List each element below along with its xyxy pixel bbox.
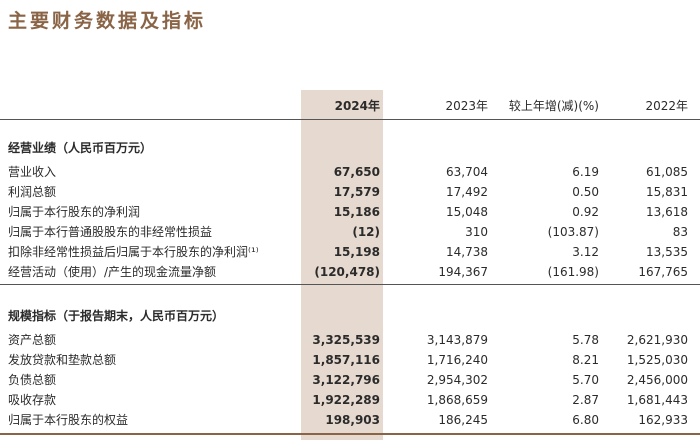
value-2024: 17,579 — [333, 185, 380, 199]
value-2023: 186,245 — [438, 413, 488, 427]
row-label: 发放贷款和垫款总额 — [8, 353, 117, 367]
value-2022: 167,765 — [638, 265, 688, 279]
value-2023: 2,954,302 — [426, 373, 488, 387]
table-row: 经营活动（使用）/产生的现金流量净额 (120,478) 194,367 (16… — [0, 262, 700, 282]
value-change: (103.87) — [547, 225, 599, 239]
value-change: 2.87 — [572, 393, 599, 407]
table-header: 2024年 2023年 较上年增(减)(%) 2022年 — [0, 96, 700, 116]
table-row: 归属于本行股东的净利润 15,186 15,048 0.92 13,618 — [0, 202, 700, 222]
column-header-2024: 2024年 — [334, 99, 380, 113]
value-change: 5.78 — [572, 333, 599, 347]
table-row: 营业收入 67,650 63,704 6.19 61,085 — [0, 162, 700, 182]
row-label: 经营活动（使用）/产生的现金流量净额 — [8, 265, 217, 279]
value-change: 0.50 — [572, 185, 599, 199]
value-change: 0.92 — [572, 205, 599, 219]
value-change: 3.12 — [572, 245, 599, 259]
column-header-change: 较上年增(减)(%) — [508, 99, 599, 113]
row-label: 归属于本行股东的权益 — [8, 413, 129, 427]
value-2023: 1,868,659 — [426, 393, 488, 407]
value-2022: 13,535 — [646, 245, 688, 259]
row-label: 利润总额 — [8, 185, 57, 199]
table-row: 扣除非经常性损益后归属于本行股东的净利润⁽¹⁾ 15,198 14,738 3.… — [0, 242, 700, 262]
page-title: 主要财务数据及指标 — [8, 10, 207, 32]
section-heading-label: 经营业绩（人民币百万元） — [8, 141, 153, 155]
value-2024: 15,198 — [333, 245, 380, 259]
value-2024: 15,186 — [333, 205, 380, 219]
value-2022: 2,456,000 — [626, 373, 688, 387]
value-2022: 13,618 — [646, 205, 688, 219]
value-2023: 15,048 — [446, 205, 488, 219]
section-heading-operating: 经营业绩（人民币百万元） — [0, 138, 700, 158]
row-label: 扣除非经常性损益后归属于本行股东的净利润⁽¹⁾ — [8, 245, 259, 259]
header-divider — [0, 119, 700, 120]
value-2022: 83 — [672, 225, 688, 239]
section-heading-scale: 规模指标（于报告期末，人民币百万元） — [0, 306, 700, 326]
value-2024: (120,478) — [314, 265, 380, 279]
value-2022: 1,525,030 — [626, 353, 688, 367]
value-2023: 3,143,879 — [426, 333, 488, 347]
value-change: (161.98) — [547, 265, 599, 279]
value-2024: 1,922,289 — [312, 393, 380, 407]
row-label: 归属于本行股东的净利润 — [8, 205, 141, 219]
value-2023: 17,492 — [446, 185, 488, 199]
table-row: 负债总额 3,122,796 2,954,302 5.70 2,456,000 — [0, 370, 700, 390]
table-row: 发放贷款和垫款总额 1,857,116 1,716,240 8.21 1,525… — [0, 350, 700, 370]
row-label: 负债总额 — [8, 373, 57, 387]
value-change: 8.21 — [572, 353, 599, 367]
row-label: 归属于本行普通股股东的非经常性损益 — [8, 225, 213, 239]
value-2022: 2,621,930 — [626, 333, 688, 347]
table-row: 利润总额 17,579 17,492 0.50 15,831 — [0, 182, 700, 202]
current-year-highlight — [301, 90, 383, 440]
value-2024: 3,325,539 — [312, 333, 380, 347]
value-2024: 1,857,116 — [312, 353, 380, 367]
section-heading-label: 规模指标（于报告期末，人民币百万元） — [8, 309, 225, 323]
table-row: 归属于本行普通股股东的非经常性损益 (12) 310 (103.87) 83 — [0, 222, 700, 242]
table-row: 归属于本行股东的权益 198,903 186,245 6.80 162,933 — [0, 410, 700, 430]
value-change: 6.80 — [572, 413, 599, 427]
value-2024: 67,650 — [333, 165, 380, 179]
value-2023: 63,704 — [446, 165, 488, 179]
value-2022: 1,681,443 — [626, 393, 688, 407]
value-2024: 3,122,796 — [312, 373, 380, 387]
value-2024: (12) — [352, 225, 380, 239]
section-divider — [0, 284, 700, 285]
value-2023: 310 — [465, 225, 488, 239]
column-header-2022: 2022年 — [645, 99, 688, 113]
table-bottom-rule — [0, 433, 700, 435]
row-label: 营业收入 — [8, 165, 57, 179]
value-change: 5.70 — [572, 373, 599, 387]
value-2023: 194,367 — [438, 265, 488, 279]
row-label: 吸收存款 — [8, 393, 57, 407]
value-2022: 61,085 — [646, 165, 688, 179]
column-header-2023: 2023年 — [445, 99, 488, 113]
table-row: 资产总额 3,325,539 3,143,879 5.78 2,621,930 — [0, 330, 700, 350]
value-2023: 14,738 — [446, 245, 488, 259]
value-2023: 1,716,240 — [426, 353, 488, 367]
row-label: 资产总额 — [8, 333, 57, 347]
value-2022: 162,933 — [638, 413, 688, 427]
value-2022: 15,831 — [646, 185, 688, 199]
value-change: 6.19 — [572, 165, 599, 179]
value-2024: 198,903 — [325, 413, 380, 427]
table-row: 吸收存款 1,922,289 1,868,659 2.87 1,681,443 — [0, 390, 700, 410]
